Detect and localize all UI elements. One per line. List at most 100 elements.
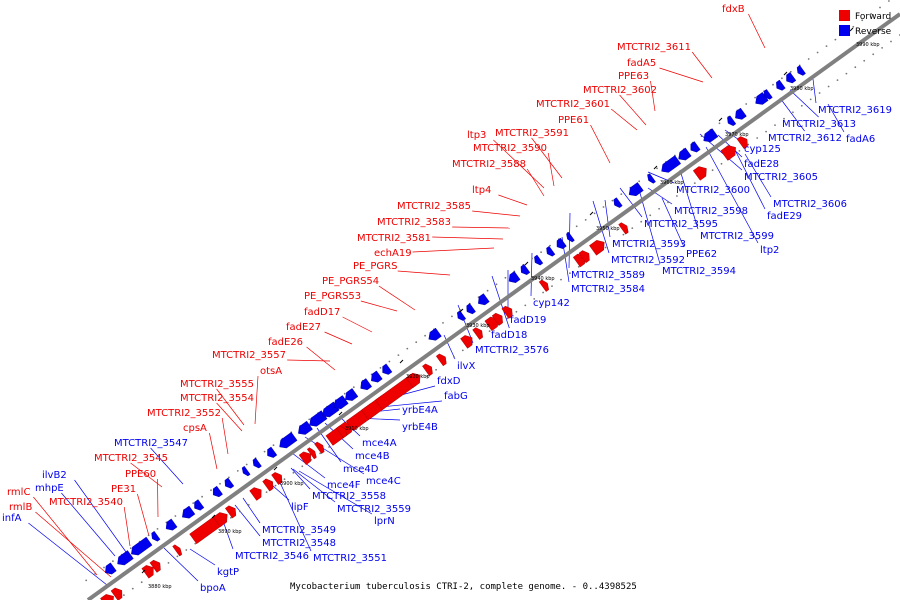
gene-label-mce4c[interactable]: mce4C [366, 476, 401, 487]
gene-label-bpoa[interactable]: bpoA [200, 583, 226, 594]
gene-label-fadd19[interactable]: fadD19 [510, 315, 546, 326]
gene-label-mtctri2-3540[interactable]: MTCTRI2_3540 [49, 497, 123, 508]
gene-label-mtctri2-3548[interactable]: MTCTRI2_3548 [262, 538, 336, 549]
position-dot [622, 233, 625, 236]
gene-label-fdxb[interactable]: fdxB [722, 4, 745, 15]
gene-label-ltp3[interactable]: ltp3 [467, 130, 486, 141]
position-dot [272, 444, 275, 447]
gene-label-mtctri2-3593[interactable]: MTCTRI2_3593 [612, 239, 686, 250]
gene-label-mce4f[interactable]: mce4F [327, 480, 361, 491]
gene-label-infa[interactable]: infA [2, 513, 22, 524]
gene-label-mtctri2-3576[interactable]: MTCTRI2_3576 [475, 345, 549, 356]
leader-line [547, 152, 555, 187]
position-dot [265, 491, 268, 493]
gene-label-ppe63[interactable]: PPE63 [618, 71, 649, 82]
gene-label-fada5[interactable]: fadA5 [627, 58, 656, 69]
gene-label-mtctri2-3598[interactable]: MTCTRI2_3598 [674, 206, 748, 217]
position-dot [210, 489, 212, 492]
gene-label-kgtp[interactable]: kgtP [217, 567, 239, 578]
gene-label-ppe62[interactable]: PPE62 [686, 249, 717, 260]
position-dot [397, 354, 400, 356]
gene-label-mtctri2-3601[interactable]: MTCTRI2_3601 [536, 99, 610, 110]
gene-label-mtctri2-3551[interactable]: MTCTRI2_3551 [313, 553, 387, 564]
gene-label-fadd17[interactable]: fadD17 [304, 307, 340, 318]
gene-label-mtctri2-3602[interactable]: MTCTRI2_3602 [583, 85, 657, 96]
gene-label-mtctri2-3619[interactable]: MTCTRI2_3619 [818, 105, 892, 116]
gene-label-pe-pgrs54[interactable]: PE_PGRS54 [322, 276, 379, 287]
gene-label-mtctri2-3581[interactable]: MTCTRI2_3581 [357, 233, 431, 244]
gene-label-otsa[interactable]: otsA [260, 366, 282, 377]
forward-gene-block [172, 544, 183, 557]
gene-label-echa19[interactable]: echA19 [374, 248, 412, 259]
kbp-tick-mark [653, 165, 658, 170]
gene-label-mhpe[interactable]: mhpE [35, 483, 64, 494]
gene-label-fdxd[interactable]: fdxD [437, 376, 461, 387]
reverse-gene-block [556, 237, 567, 249]
reverse-gene-block [182, 505, 196, 519]
gene-label-mtctri2-3554[interactable]: MTCTRI2_3554 [180, 393, 254, 404]
leader-line [242, 497, 261, 524]
gene-label-fadd18[interactable]: fadD18 [491, 330, 527, 341]
gene-label-rmlb[interactable]: rmlB [9, 502, 32, 513]
gene-label-mce4b[interactable]: mce4B [355, 451, 390, 462]
gene-label-mtctri2-3606[interactable]: MTCTRI2_3606 [773, 199, 847, 210]
gene-label-pe-pgrs[interactable]: PE_PGRS [353, 261, 397, 272]
gene-label-mce4d[interactable]: mce4D [343, 464, 379, 475]
gene-label-ltp2[interactable]: ltp2 [760, 245, 779, 256]
gene-label-mtctri2-3611[interactable]: MTCTRI2_3611 [617, 42, 691, 53]
gene-label-lipf[interactable]: lipF [291, 502, 309, 513]
gene-label-ppe61[interactable]: PPE61 [558, 115, 589, 126]
gene-label-mtctri2-3557[interactable]: MTCTRI2_3557 [212, 350, 286, 361]
gene-label-mtctri2-3584[interactable]: MTCTRI2_3584 [571, 284, 645, 295]
gene-label-ilvx[interactable]: ilvX [457, 361, 475, 372]
gene-label-mtctri2-3549[interactable]: MTCTRI2_3549 [262, 525, 336, 536]
gene-label-yrbe4b[interactable]: yrbE4B [402, 422, 438, 433]
gene-label-fade27[interactable]: fadE27 [286, 322, 321, 333]
gene-label-cpsa[interactable]: cpsA [183, 423, 207, 434]
gene-label-mtctri2-3600[interactable]: MTCTRI2_3600 [676, 185, 750, 196]
gene-label-cyp142[interactable]: cyp142 [533, 298, 570, 309]
gene-label-ppe60[interactable]: PPE60 [125, 469, 156, 480]
gene-label-yrbe4a[interactable]: yrbE4A [402, 405, 438, 416]
position-dots [85, 0, 900, 596]
gene-label-mtctri2-3555[interactable]: MTCTRI2_3555 [180, 379, 254, 390]
gene-label-lprn[interactable]: lprN [374, 516, 395, 527]
position-dot [176, 555, 179, 558]
gene-label-mtctri2-3552[interactable]: MTCTRI2_3552 [147, 408, 221, 419]
gene-label-mtctri2-3605[interactable]: MTCTRI2_3605 [744, 172, 818, 183]
gene-label-mtctri2-3599[interactable]: MTCTRI2_3599 [700, 231, 774, 242]
gene-label-mtctri2-3613[interactable]: MTCTRI2_3613 [782, 119, 856, 130]
gene-label-pe-pgrs53[interactable]: PE_PGRS53 [304, 291, 361, 302]
gene-label-rmlc[interactable]: rmlC [7, 487, 30, 498]
gene-label-mtctri2-3612[interactable]: MTCTRI2_3612 [768, 133, 842, 144]
position-dot [807, 58, 810, 60]
gene-label-fade29[interactable]: fadE29 [767, 211, 802, 222]
gene-label-mtctri2-3591[interactable]: MTCTRI2_3591 [495, 128, 569, 139]
gene-label-mtctri2-3585[interactable]: MTCTRI2_3585 [397, 201, 471, 212]
gene-label-mtctri2-3583[interactable]: MTCTRI2_3583 [377, 217, 451, 228]
gene-label-cyp125[interactable]: cyp125 [744, 144, 781, 155]
gene-label-mtctri2-3594[interactable]: MTCTRI2_3594 [662, 266, 736, 277]
gene-label-mce4a[interactable]: mce4A [362, 438, 397, 449]
forward-gene-block [271, 472, 283, 485]
leader-line [123, 506, 131, 547]
gene-label-mtctri2-3558[interactable]: MTCTRI2_3558 [312, 491, 386, 502]
gene-label-ilvb2[interactable]: ilvB2 [42, 470, 67, 481]
gene-label-mtctri2-3589[interactable]: MTCTRI2_3589 [571, 270, 645, 281]
gene-label-fade26[interactable]: fadE26 [268, 337, 303, 348]
gene-label-mtctri2-3595[interactable]: MTCTRI2_3595 [644, 219, 718, 230]
position-dot [426, 375, 429, 378]
gene-label-mtctri2-3590[interactable]: MTCTRI2_3590 [473, 143, 547, 154]
leader-line [639, 192, 661, 265]
gene-label-mtctri2-3546[interactable]: MTCTRI2_3546 [235, 551, 309, 562]
gene-label-mtctri2-3545[interactable]: MTCTRI2_3545 [94, 453, 168, 464]
gene-label-pe31[interactable]: PE31 [111, 484, 136, 495]
gene-label-fada6[interactable]: fadA6 [846, 134, 875, 145]
gene-label-ltp4[interactable]: ltp4 [472, 185, 491, 196]
gene-label-mtctri2-3588[interactable]: MTCTRI2_3588 [452, 159, 526, 170]
gene-label-mtctri2-3592[interactable]: MTCTRI2_3592 [611, 255, 685, 266]
gene-label-mtctri2-3559[interactable]: MTCTRI2_3559 [337, 504, 411, 515]
gene-label-fabg[interactable]: fabG [444, 391, 468, 402]
gene-label-fade28[interactable]: fadE28 [744, 159, 779, 170]
gene-label-mtctri2-3547[interactable]: MTCTRI2_3547 [114, 438, 188, 449]
